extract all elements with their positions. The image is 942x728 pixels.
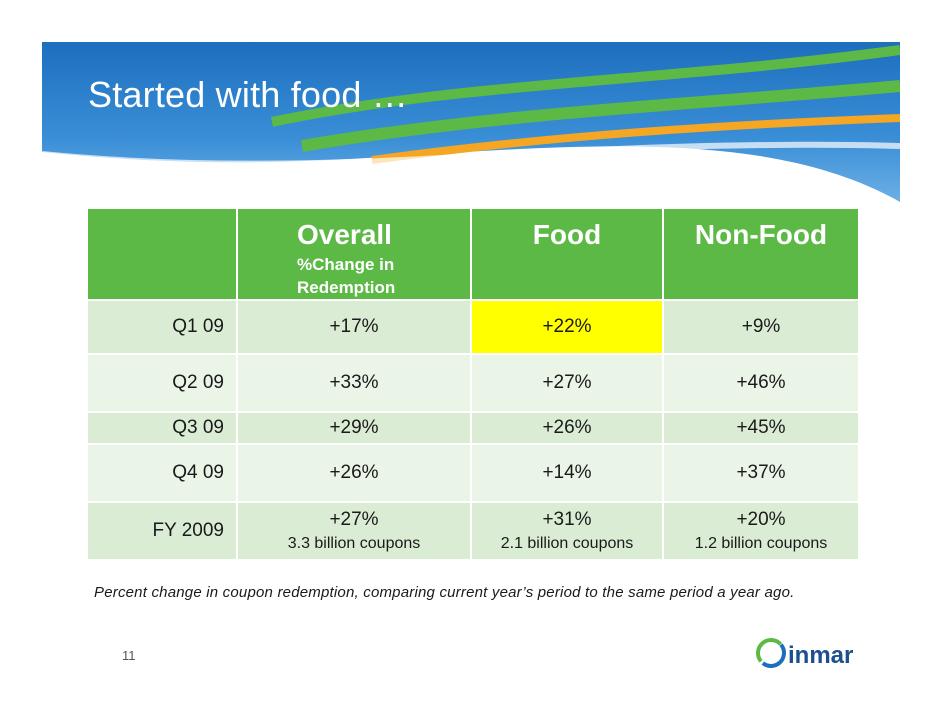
food-cell: +14% <box>470 443 664 503</box>
overall-cell: +17% <box>236 299 472 355</box>
header-food: Food <box>470 207 664 301</box>
footnote: Percent change in coupon redemption, com… <box>94 584 795 601</box>
food-cell: +26% <box>470 411 664 445</box>
nonfood-value: +20% <box>736 509 786 530</box>
table-row: Q2 09 +33% +27% +46% <box>86 353 860 413</box>
header-overall: Overall %Change in Redemption <box>236 207 472 301</box>
overall-cell: +29% <box>236 411 472 445</box>
title-banner <box>42 42 900 202</box>
table-header-row: Overall %Change in Redemption Food Non-F… <box>86 207 860 301</box>
food-value: +31% <box>542 509 592 530</box>
table-row: Q4 09 +26% +14% +37% <box>86 443 860 503</box>
period-cell: Q1 09 <box>86 299 238 355</box>
slide-title: Started with food … <box>88 74 408 115</box>
period-cell: Q4 09 <box>86 443 238 503</box>
nonfood-cell: +9% <box>662 299 860 355</box>
page-number: 11 <box>122 648 136 663</box>
inmar-logo: inmar <box>756 638 853 669</box>
nonfood-cell: +20% 1.2 billion coupons <box>662 501 860 561</box>
header-food-label: Food <box>532 219 602 250</box>
period-cell: Q3 09 <box>86 411 238 445</box>
nonfood-cell: +37% <box>662 443 860 503</box>
nonfood-note: 1.2 billion coupons <box>694 535 828 552</box>
food-cell: +31% 2.1 billion coupons <box>470 501 664 561</box>
header-overall-label: Overall <box>297 219 392 250</box>
table-row-fy: FY 2009 +27% 3.3 billion coupons +31% 2.… <box>86 501 860 561</box>
overall-cell: +26% <box>236 443 472 503</box>
food-cell: +27% <box>470 353 664 413</box>
header-nonfood-label: Non-Food <box>694 219 828 250</box>
period-cell: FY 2009 <box>86 501 238 561</box>
redemption-table: Overall %Change in Redemption Food Non-F… <box>86 207 860 561</box>
nonfood-cell: +45% <box>662 411 860 445</box>
food-cell-highlighted: +22% <box>470 299 664 355</box>
nonfood-cell: +46% <box>662 353 860 413</box>
logo-text: inmar <box>788 642 853 669</box>
header-overall-sub: %Change in <box>297 255 395 274</box>
overall-cell: +33% <box>236 353 472 413</box>
header-empty-cell <box>86 207 238 301</box>
overall-value: +27% <box>329 509 379 530</box>
overall-cell: +27% 3.3 billion coupons <box>236 501 472 561</box>
overall-note: 3.3 billion coupons <box>287 535 421 552</box>
table-row: Q3 09 +29% +26% +45% <box>86 411 860 445</box>
period-cell: Q2 09 <box>86 353 238 413</box>
header-nonfood: Non-Food <box>662 207 860 301</box>
food-note: 2.1 billion coupons <box>500 535 634 552</box>
header-overall-sub2: Redemption <box>297 278 396 297</box>
table-row: Q1 09 +17% +22% +9% <box>86 299 860 355</box>
